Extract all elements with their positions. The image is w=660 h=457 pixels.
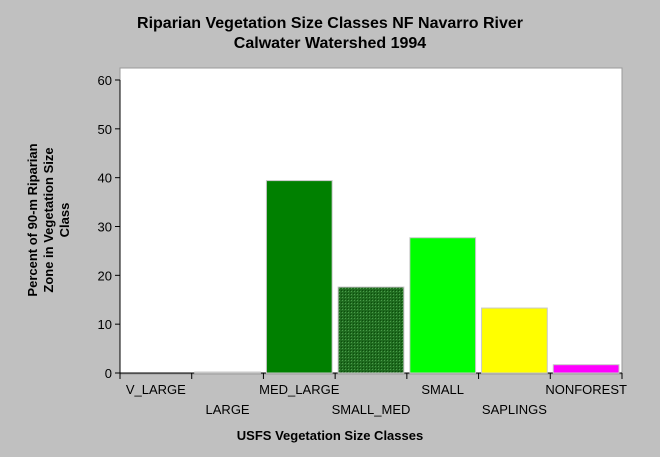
bar-nonforest — [552, 364, 620, 374]
chart-title-line-1: Riparian Vegetation Size Classes NF Nava… — [137, 15, 523, 32]
chart-title-line-2: Calwater Watershed 1994 — [233, 35, 427, 52]
bar-large — [194, 371, 261, 374]
bar-med-large — [265, 180, 333, 374]
x-tick-label: SMALL_MED — [332, 402, 411, 417]
x-tick-label: MED_LARGE — [259, 382, 340, 397]
chart-title: Riparian Vegetation Size Classes NF Nava… — [0, 14, 660, 54]
x-tick-label: V_LARGE — [126, 382, 186, 397]
y-tick-label: 40 — [98, 171, 112, 186]
x-tick-label: NONFOREST — [545, 382, 627, 397]
y-tick-label: 30 — [98, 220, 112, 235]
bar-small-med — [337, 286, 405, 374]
y-tick-label: 10 — [98, 317, 112, 332]
x-axis-ticks: V_LARGE LARGE MED_LARGE SMALL_MED SMALL SAPLI… — [119, 373, 627, 417]
y-tick-label: 0 — [105, 366, 112, 381]
y-tick-label: 20 — [98, 268, 112, 283]
x-tick-label: SMALL — [421, 382, 464, 397]
y-tick-label: 60 — [98, 73, 112, 88]
x-tick-label: LARGE — [206, 402, 250, 417]
bar-group — [194, 180, 620, 374]
bar-small — [409, 237, 477, 374]
bar-saplings — [481, 307, 548, 374]
y-tick-label: 50 — [98, 122, 112, 137]
x-tick-label: SAPLINGS — [482, 402, 547, 417]
x-axis-label: USFS Vegetation Size Classes — [236, 428, 424, 443]
y-axis-ticks: 0 10 20 30 40 50 60 — [98, 73, 120, 381]
